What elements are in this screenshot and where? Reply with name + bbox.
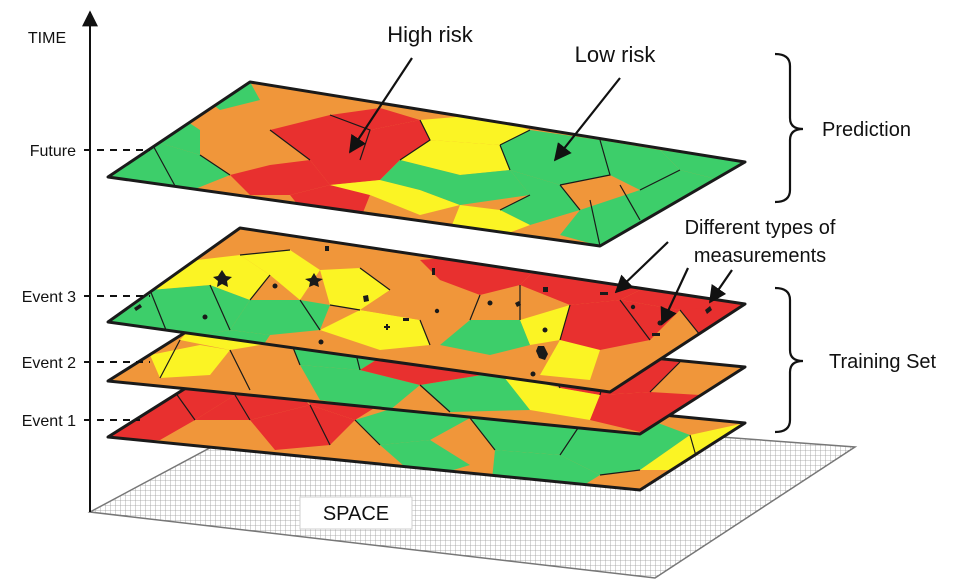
time-ticks: Future Event 3 Event 2 Event 1 <box>22 143 150 430</box>
training-set-label: Training Set <box>829 351 937 373</box>
tick-event-3: Event 3 <box>22 289 76 306</box>
layer-future-prediction <box>106 80 747 248</box>
measurements-label-line1: Different types of <box>685 217 836 239</box>
annotations: High risk Low risk Different types of me… <box>349 22 836 326</box>
tick-future: Future <box>30 143 76 160</box>
high-risk-label: High risk <box>387 22 474 47</box>
space-axis-label: SPACE <box>323 503 389 525</box>
prediction-bracket <box>774 52 804 204</box>
group-brackets: Prediction Training Set <box>774 52 937 434</box>
prediction-label: Prediction <box>822 119 911 141</box>
tick-event-2: Event 2 <box>22 355 76 372</box>
training-set-bracket <box>774 286 804 434</box>
tick-event-1: Event 1 <box>22 413 76 430</box>
measurement-markers <box>134 246 712 377</box>
low-risk-label: Low risk <box>575 42 657 67</box>
measurements-label-line2: measurements <box>694 245 826 267</box>
time-axis-label: TIME <box>28 30 66 47</box>
time-axis: TIME <box>28 10 98 512</box>
